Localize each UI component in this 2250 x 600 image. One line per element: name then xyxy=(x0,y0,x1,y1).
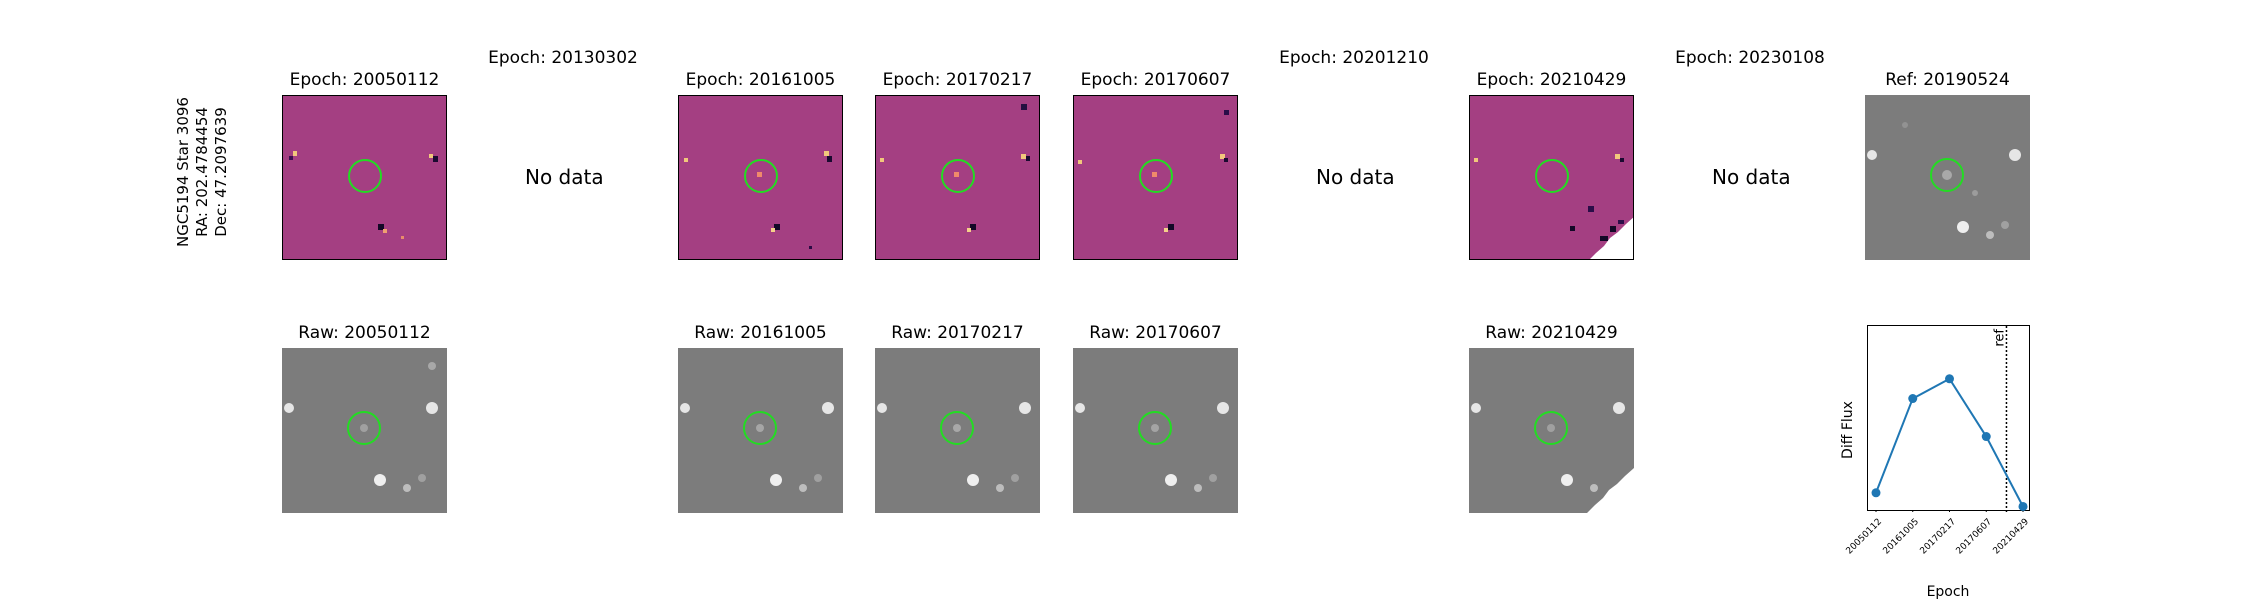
star-ra: RA: 202.4784454 xyxy=(193,107,211,237)
diff-image-20210429 xyxy=(1469,95,1634,260)
raw-image-20050112 xyxy=(282,348,447,513)
diff-title-8: Epoch: 20230108 xyxy=(1675,48,1825,68)
raw-title-2: Raw: 20161005 xyxy=(694,323,827,343)
ref-image-20190524 xyxy=(1865,95,2030,260)
y-axis-label: Diff Flux xyxy=(1840,401,1856,459)
x-tick-label-20050112: 20050112 xyxy=(1844,517,1885,557)
star-info-label: NGC5194 Star 3096 RA: 202.4784454 Dec: 4… xyxy=(174,82,238,262)
diff-image-20161005 xyxy=(678,95,843,260)
star-dec: Dec: 47.2097639 xyxy=(212,107,230,237)
diff-flux-chart: ref xyxy=(1871,326,2028,516)
raw-image-20210429 xyxy=(1469,348,1634,513)
diff-title-6: Epoch: 20201210 xyxy=(1279,48,1429,68)
x-tick-label-20210429: 20210429 xyxy=(1991,517,2032,557)
nodata-20130302: No data xyxy=(525,165,604,189)
ref-title: Ref: 20190524 xyxy=(1885,70,2010,90)
data-point-20170217 xyxy=(1945,374,1954,384)
diff-image-20050112 xyxy=(282,95,447,260)
diff-title-2: Epoch: 20130302 xyxy=(488,48,638,68)
target-circle xyxy=(348,159,382,193)
star-name: NGC5194 Star 3096 xyxy=(174,97,192,247)
raw-title-4: Raw: 20170607 xyxy=(1089,323,1222,343)
nodata-20201210: No data xyxy=(1316,165,1395,189)
data-point-20170607 xyxy=(1981,432,1991,442)
raw-title-5: Raw: 20210429 xyxy=(1485,323,1618,343)
diff-title-4: Epoch: 20170217 xyxy=(882,70,1033,90)
diff-title-1: Epoch: 20050112 xyxy=(289,70,440,90)
data-point-20050112 xyxy=(1871,488,1881,498)
diff-image-20170217 xyxy=(875,95,1040,260)
x-tick-label-20161005: 20161005 xyxy=(1881,517,1921,557)
diff-flux-plot: ref xyxy=(1867,325,2030,516)
series-line xyxy=(1875,377,2024,507)
raw-image-20161005 xyxy=(678,348,843,513)
nodata-20230108: No data xyxy=(1712,165,1791,189)
raw-title-3: Raw: 20170217 xyxy=(891,323,1024,343)
diff-title-7: Epoch: 20210429 xyxy=(1476,70,1627,90)
x-tick-label-20170607: 20170607 xyxy=(1954,517,1995,557)
ref-line-label: ref xyxy=(1992,329,2007,347)
diff-title-3: Epoch: 20161005 xyxy=(685,70,836,90)
raw-title-1: Raw: 20050112 xyxy=(298,323,431,343)
x-axis-label: Epoch xyxy=(1926,584,1970,600)
diff-title-5: Epoch: 20170607 xyxy=(1080,70,1231,90)
data-point-20210429 xyxy=(2018,501,2028,511)
raw-image-20170217 xyxy=(875,348,1040,513)
diff-image-20170607 xyxy=(1073,95,1238,260)
raw-image-20170607 xyxy=(1073,348,1238,513)
data-point-20161005 xyxy=(1908,394,1918,404)
x-tick-label-20170217: 20170217 xyxy=(1918,517,1958,557)
